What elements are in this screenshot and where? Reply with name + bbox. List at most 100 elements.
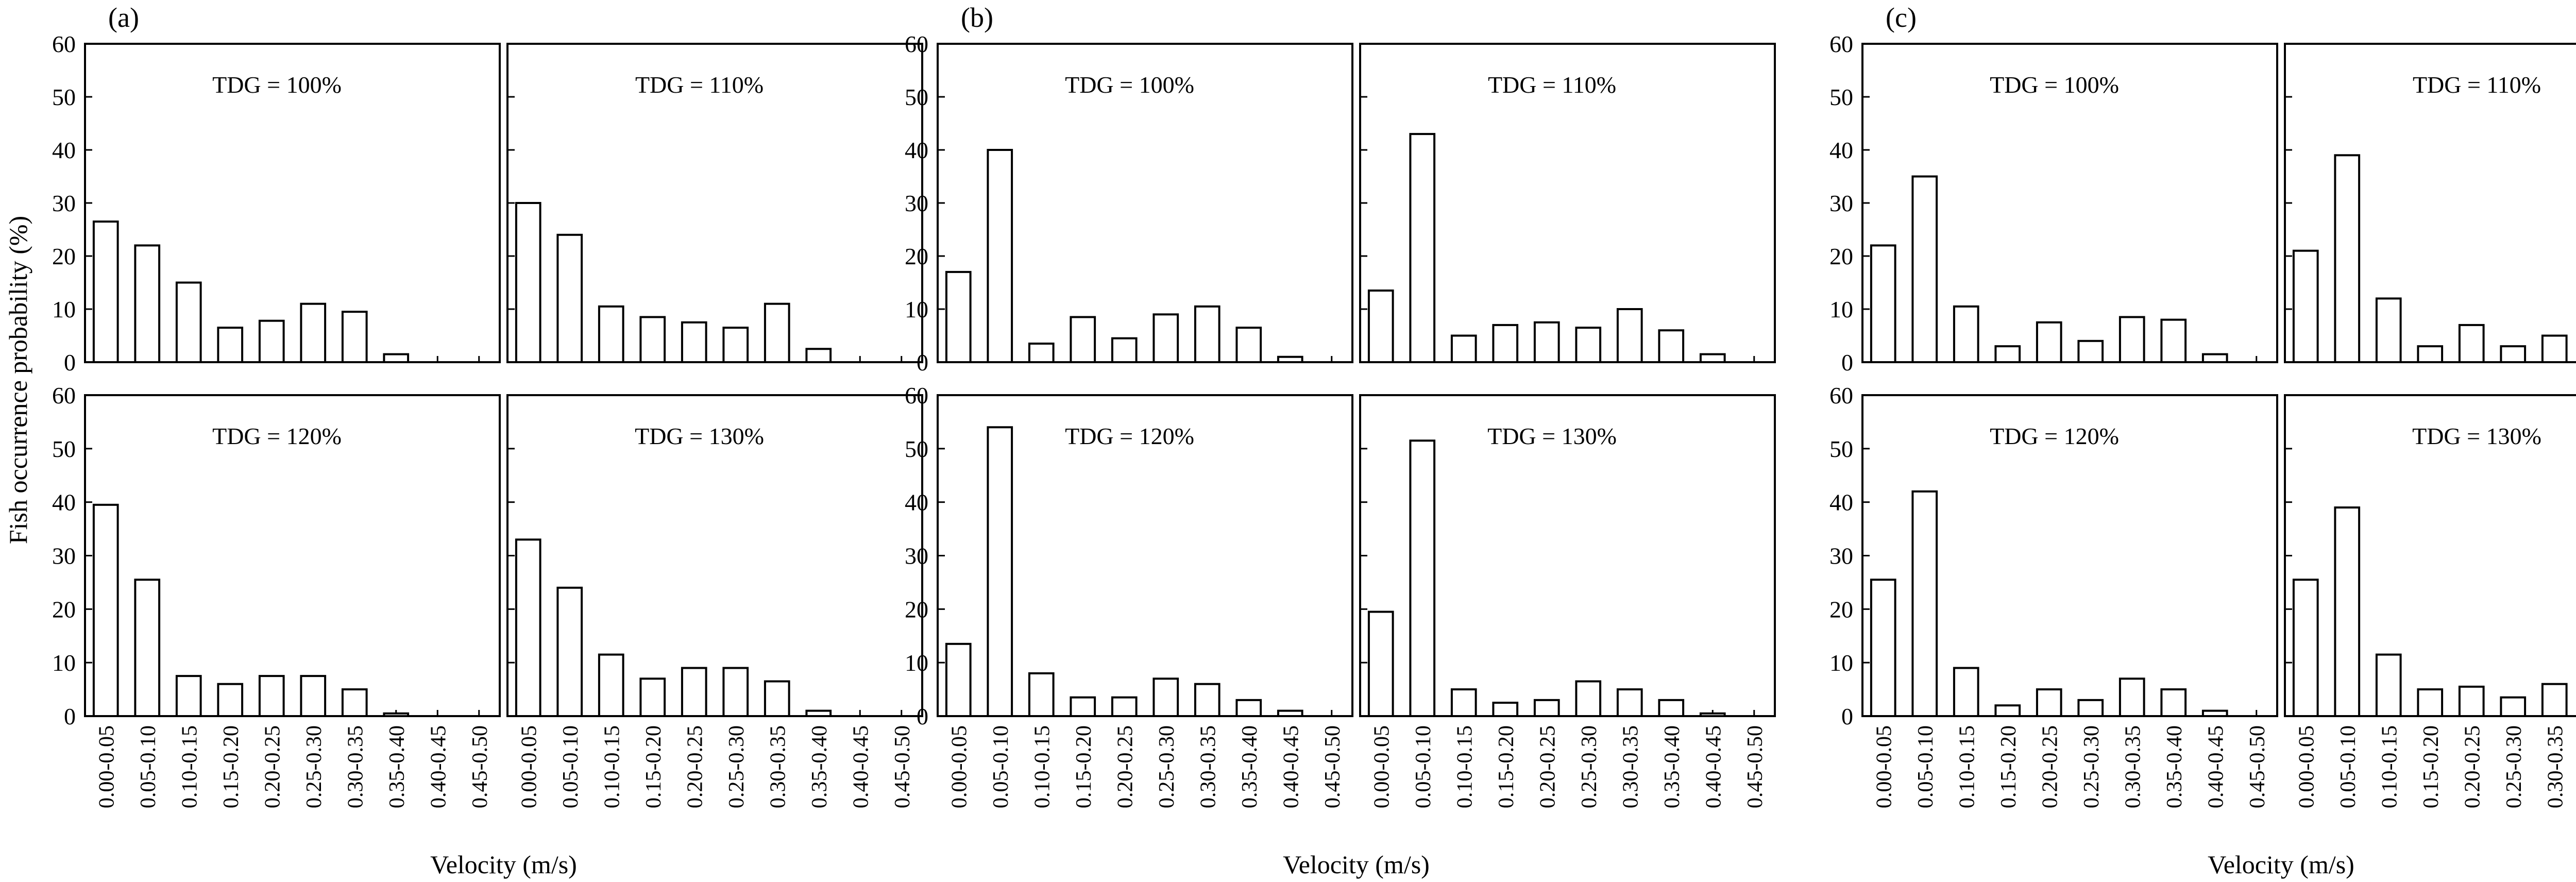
bar-0.00-0.05 [2292,579,2319,717]
bar-0.10-0.15 [1953,305,1979,363]
x-tick-label: 0.05-0.10 [137,725,160,808]
y-tick-label: 0 [1841,349,1853,376]
bar-0.25-0.30 [1575,327,1602,363]
bar-0.30-0.35 [1194,305,1221,363]
bar-0.30-0.35 [764,680,790,717]
x-tick-label: 0.15-0.20 [642,725,666,808]
x-tick-label: 0.05-0.10 [1412,725,1435,808]
bar-0.05-0.10 [1911,490,1938,718]
bar-0.20-0.25 [2036,321,2062,363]
bar-0.25-0.30 [722,667,749,718]
bar-0.20-0.25 [1111,337,1138,364]
bar-0.40-0.45 [1277,355,1303,364]
bar-0.25-0.30 [1153,677,1179,717]
bar-0.00-0.05 [945,270,972,364]
bar-0.25-0.30 [2077,340,2104,363]
bar-0.20-0.25 [2458,685,2485,718]
bar-0.35-0.40 [805,709,832,718]
bar-0.00-0.05 [1870,244,1896,363]
bar-0.05-0.10 [1911,175,1938,363]
bar-0.30-0.35 [1616,688,1643,718]
y-tick-label: 40 [1829,489,1853,516]
bar-0.15-0.20 [217,683,244,717]
x-tick-label: 0.10-0.15 [600,725,624,808]
x-tick-label: 0.35-0.40 [1660,725,1684,808]
x-tick-label: 0.30-0.35 [2121,725,2145,808]
bar-0.00-0.05 [92,220,119,363]
x-tick-label: 0.40-0.45 [427,725,450,808]
bar-0.30-0.35 [2119,677,2145,717]
y-tick-label: 30 [905,543,928,569]
subplot: TDG = 130% 0.00-0.05 0.05-0.10 0.10-0.15 0.1… [1359,394,1776,808]
y-tick-label: 60 [52,31,76,57]
x-tick-label: 0.15-0.20 [1997,725,2021,808]
bar-0.30-0.35 [341,688,368,718]
bar-0.15-0.20 [1070,696,1096,717]
x-tick-label: 0.35-0.40 [385,725,409,808]
x-tick-label: 0.25-0.30 [2502,725,2526,808]
tdg-annotation: TDG = 100% [212,72,342,98]
bar-0.05-0.10 [987,426,1013,717]
bar-0.35-0.40 [805,348,832,363]
tdg-annotation: TDG = 120% [212,423,342,449]
y-tick-label: 40 [1829,137,1853,163]
y-tick-label: 0 [64,703,76,730]
x-tick-label: 0.30-0.35 [1619,725,1642,808]
x-tick-label: 0.15-0.20 [2419,725,2443,808]
bar-0.40-0.45 [2201,353,2228,363]
x-tick-label: 0.40-0.45 [2204,725,2228,808]
bar-0.05-0.10 [556,586,583,718]
subplot: TDG = 130% 0.00-0.05 0.05-0.10 0.10-0.15 0.1… [2284,394,2576,808]
panel-group-a: (a) Velocity (m/s) 0 10 20 30 40 50 60 TDG = 100%… [52,2,923,879]
bar-0.05-0.10 [2334,154,2361,363]
y-tick-label: 50 [1829,84,1853,110]
bar-0.30-0.35 [1616,308,1643,363]
bar-0.30-0.35 [2119,316,2145,364]
bar-0.25-0.30 [2500,345,2527,363]
y-tick-label: 20 [52,243,76,269]
bar-0.30-0.35 [2541,683,2568,717]
y-tick-label: 10 [905,296,928,323]
bar-0.10-0.15 [598,653,624,718]
bar-0.20-0.25 [1533,699,1560,717]
y-tick-label: 40 [905,489,928,516]
bar-0.10-0.15 [1028,342,1055,364]
bar-0.25-0.30 [300,302,327,364]
x-tick-label: 0.20-0.25 [2461,725,2484,808]
bar-0.00-0.05 [2292,249,2319,364]
bar-0.10-0.15 [1450,688,1477,718]
y-tick-label: 0 [1841,703,1853,730]
bar-0.35-0.40 [1658,699,1685,717]
bar-0.40-0.45 [2201,709,2228,718]
subplot: 0 10 20 30 40 50 60 TDG = 100% [1829,31,2278,376]
bar-0.25-0.30 [722,327,749,363]
x-tick-label: 0.10-0.15 [1453,725,1477,808]
y-tick-label: 60 [905,382,928,409]
tdg-annotation: TDG = 130% [1487,423,1617,449]
x-tick-label: 0.10-0.15 [2378,725,2401,808]
subplot: 0 10 20 30 40 50 60 TDG = 120% 0.00-0.05 0.05-0.1… [52,382,501,808]
y-tick-label: 50 [52,84,76,110]
subplot: 0 10 20 30 40 50 60 TDG = 100% [52,31,501,376]
panel-group-c: (c) Velocity (m/s) 0 10 20 30 40 50 60 TDG = 100%… [1829,2,2576,879]
bar-0.30-0.35 [2541,334,2568,363]
bar-0.15-0.20 [2417,345,2444,363]
bar-0.25-0.30 [1153,313,1179,363]
subplot: 0 10 20 30 40 50 60 TDG = 100% [905,31,1353,376]
subplot: TDG = 130% 0.00-0.05 0.05-0.10 0.10-0.15 0.1… [506,394,923,808]
y-tick-label: 40 [52,489,76,516]
bar-0.15-0.20 [1994,345,2021,363]
x-tick-label: 0.35-0.40 [2163,725,2187,808]
panel-label: (a) [108,2,139,33]
tdg-annotation: TDG = 120% [1990,423,2119,449]
y-tick-label: 20 [1829,596,1853,622]
x-tick-label: 0.00-0.05 [1370,725,1394,808]
bar-0.20-0.25 [2458,324,2485,364]
tdg-annotation: TDG = 100% [1065,72,1194,98]
y-tick-label: 50 [905,436,928,462]
x-tick-label: 0.05-0.10 [559,725,583,808]
bar-0.25-0.30 [1575,680,1602,717]
bar-0.20-0.25 [2036,688,2062,718]
chart-root: Fish occurrence probability (%) (a) Veloci… [4,2,2576,879]
